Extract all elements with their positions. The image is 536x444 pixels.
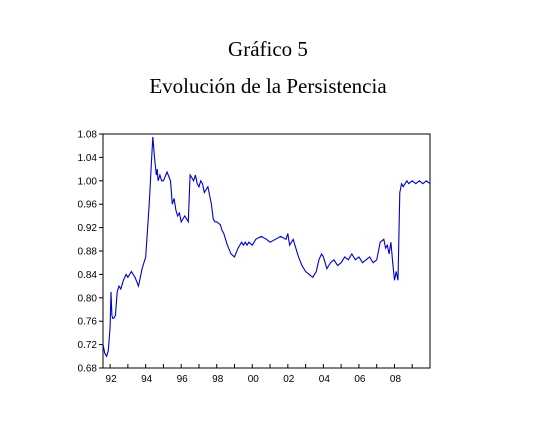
x-tick-label: 94 bbox=[141, 374, 153, 385]
chart-subtitle: Evolución de la Persistencia bbox=[149, 74, 387, 98]
x-tick-label: 02 bbox=[283, 374, 295, 385]
y-tick-label: 0.88 bbox=[78, 247, 98, 258]
persistence-series-line bbox=[102, 136, 431, 358]
y-tick-label: 1.00 bbox=[78, 176, 98, 187]
x-tick-label: 98 bbox=[212, 374, 224, 385]
y-tick-label: 1.04 bbox=[78, 153, 98, 164]
y-tick-label: 0.76 bbox=[78, 317, 98, 328]
x-tick-label: 96 bbox=[177, 374, 189, 385]
y-axis: 0.68 0.72 0.76 0.80 0.84 0.88 0.92 0.96 1.00 1.04… bbox=[78, 130, 103, 375]
x-axis: 92 94 96 98 00 02 04 06 08 bbox=[106, 364, 413, 385]
x-tick-label: 00 bbox=[248, 374, 260, 385]
x-tick-label: 08 bbox=[390, 374, 402, 385]
y-tick-label: 0.72 bbox=[78, 340, 98, 351]
plot-frame bbox=[102, 133, 431, 369]
x-tick-label: 04 bbox=[319, 374, 331, 385]
y-tick-label: 0.68 bbox=[78, 364, 98, 375]
y-tick-label: 0.80 bbox=[78, 293, 98, 304]
x-tick-label: 92 bbox=[106, 374, 118, 385]
y-tick-label: 1.08 bbox=[78, 130, 98, 141]
chart-title: Gráfico 5 bbox=[228, 37, 308, 61]
y-tick-label: 0.96 bbox=[78, 200, 98, 211]
y-tick-label: 0.84 bbox=[78, 270, 98, 281]
x-tick-label: 06 bbox=[354, 374, 366, 385]
y-tick-label: 0.92 bbox=[78, 223, 98, 234]
